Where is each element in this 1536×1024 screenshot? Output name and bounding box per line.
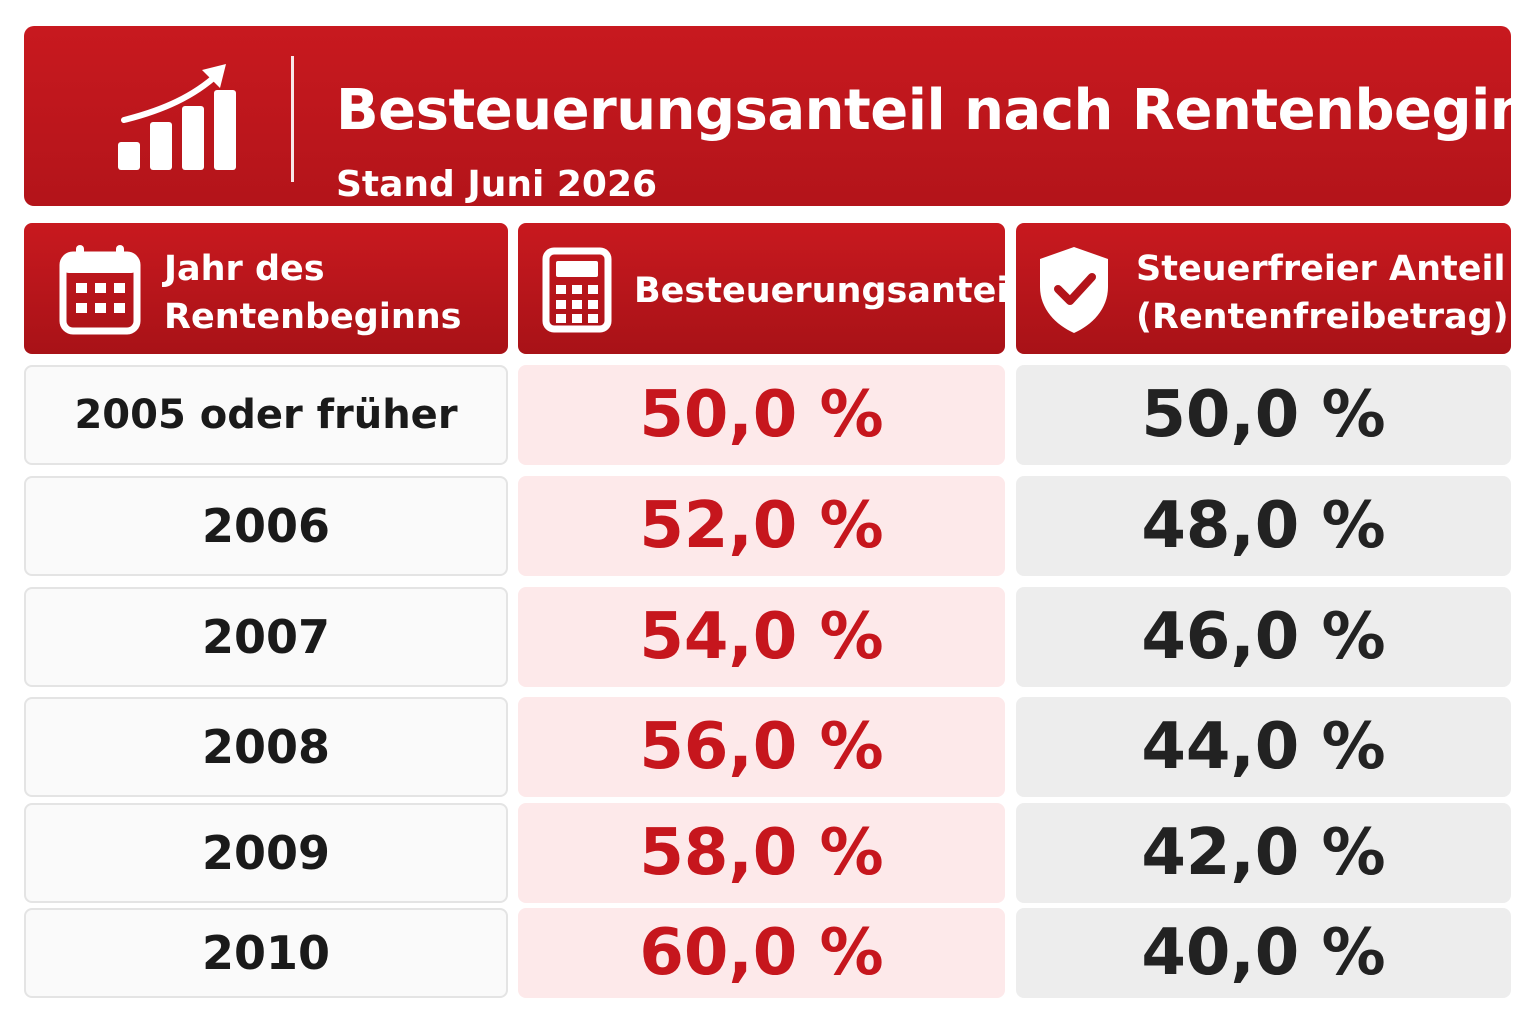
shield-check-icon bbox=[1040, 247, 1108, 333]
row-tax-free-cell: 44,0 % bbox=[1016, 697, 1511, 797]
row-tax-share-cell: 60,0 % bbox=[518, 908, 1005, 998]
column-header-tax-free: Steuerfreier Anteil (Rentenfreibetrag) bbox=[1016, 223, 1511, 354]
row-year-cell: 2007 bbox=[24, 587, 508, 687]
page-title: Besteuerungsanteil nach Rentenbeginn bbox=[336, 78, 1536, 143]
row-year-cell: 2006 bbox=[24, 476, 508, 576]
column-header-tax-free-line1: Steuerfreier Anteil bbox=[1136, 249, 1506, 289]
column-header-year-line2: Rentenbeginns bbox=[164, 297, 462, 337]
row-tax-share-cell: 52,0 % bbox=[518, 476, 1005, 576]
row-tax-free-cell: 48,0 % bbox=[1016, 476, 1511, 576]
column-header-tax-share-label: Besteuerungsanteil bbox=[634, 271, 1021, 311]
row-year-cell: 2010 bbox=[24, 908, 508, 998]
row-year-cell: 2009 bbox=[24, 803, 508, 903]
title-banner: Besteuerungsanteil nach Rentenbeginn Sta… bbox=[24, 26, 1536, 206]
bar-chart-growth-icon bbox=[118, 64, 236, 170]
row-tax-free-cell: 46,0 % bbox=[1016, 587, 1511, 687]
row-tax-free-cell: 40,0 % bbox=[1016, 908, 1511, 998]
row-tax-share-cell: 50,0 % bbox=[518, 365, 1005, 465]
row-year-cell: 2005 oder früher bbox=[24, 365, 508, 465]
header-divider bbox=[291, 56, 294, 182]
page-subtitle: Stand Juni 2026 bbox=[336, 164, 658, 205]
calculator-icon bbox=[542, 247, 612, 333]
row-tax-share-cell: 56,0 % bbox=[518, 697, 1005, 797]
column-header-year: Jahr des Rentenbeginns bbox=[24, 223, 508, 354]
row-tax-share-cell: 58,0 % bbox=[518, 803, 1005, 903]
column-header-tax-free-line2: (Rentenfreibetrag) bbox=[1136, 297, 1509, 337]
column-header-tax-share: Besteuerungsanteil bbox=[518, 223, 1020, 354]
calendar-icon bbox=[59, 245, 141, 335]
column-header-year-line1: Jahr des bbox=[164, 249, 325, 289]
row-year-cell: 2008 bbox=[24, 697, 508, 797]
row-tax-free-cell: 50,0 % bbox=[1016, 365, 1511, 465]
row-tax-free-cell: 42,0 % bbox=[1016, 803, 1511, 903]
row-tax-share-cell: 54,0 % bbox=[518, 587, 1005, 687]
